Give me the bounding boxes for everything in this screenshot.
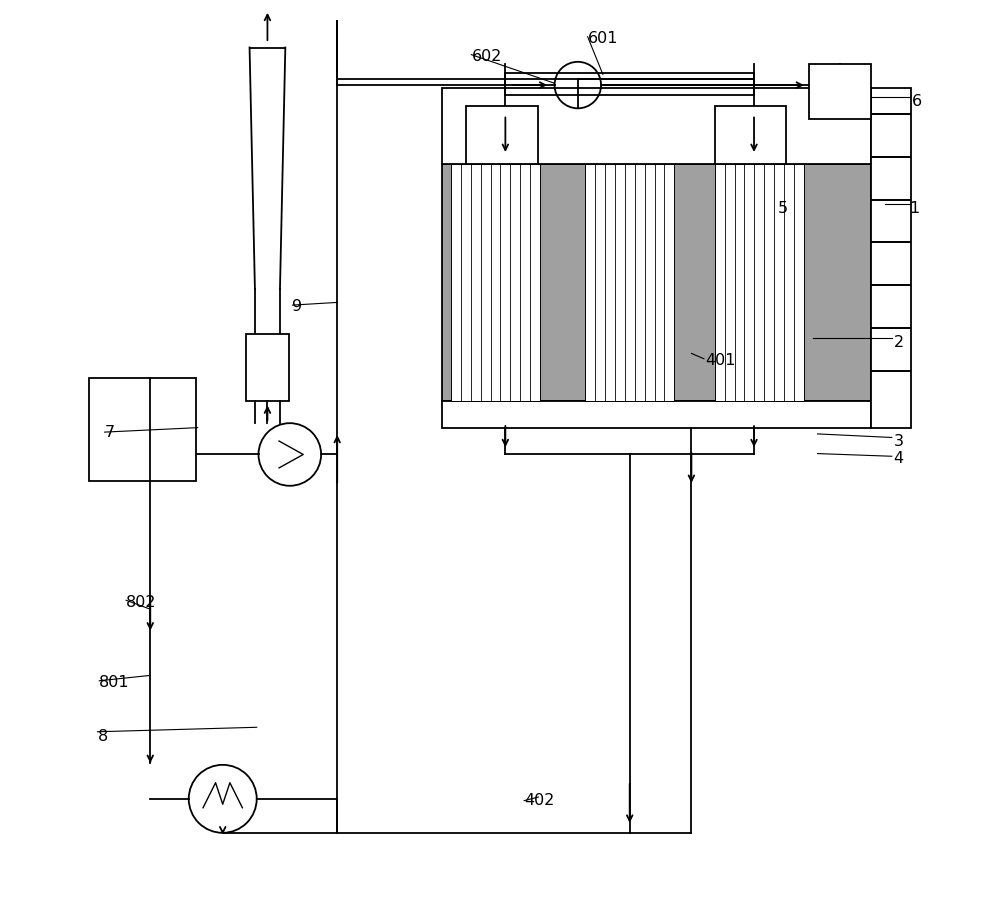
Bar (466, 105, 538, 164)
Text: 2: 2 (894, 335, 904, 350)
Bar (809, 64, 871, 119)
Bar (442, 400, 871, 428)
Text: 402: 402 (524, 793, 555, 808)
Bar (715, 105, 786, 164)
Text: 401: 401 (706, 353, 736, 368)
Text: 601: 601 (588, 32, 618, 46)
Bar (585, 164, 674, 400)
Text: 802: 802 (126, 595, 157, 609)
Text: 8: 8 (98, 729, 108, 743)
Bar (246, 334, 289, 400)
Bar (442, 88, 871, 164)
Text: 6: 6 (911, 94, 922, 109)
Text: 602: 602 (471, 49, 502, 64)
Text: 5: 5 (777, 201, 787, 216)
Bar (89, 378, 196, 482)
Bar (442, 164, 871, 400)
Text: 801: 801 (99, 675, 130, 690)
Text: 4: 4 (894, 452, 904, 466)
Text: 1: 1 (910, 201, 920, 216)
Bar (451, 164, 540, 400)
Bar (715, 164, 804, 400)
Text: 7: 7 (105, 425, 115, 439)
Text: 9: 9 (292, 300, 303, 314)
Bar (871, 88, 911, 428)
Text: 3: 3 (894, 434, 904, 448)
